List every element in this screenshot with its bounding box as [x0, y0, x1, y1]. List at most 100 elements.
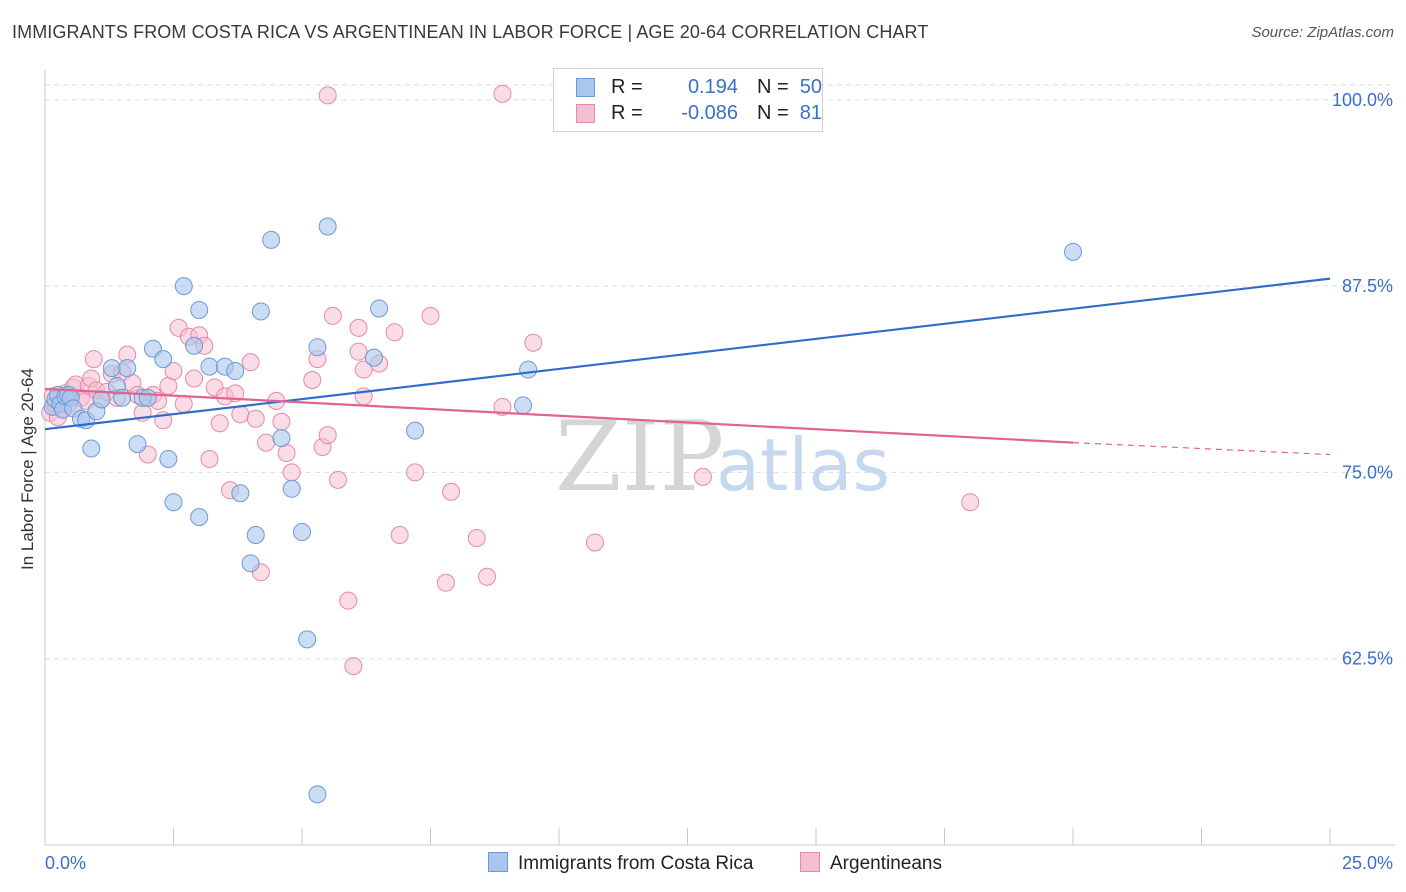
costa-rica-point — [185, 336, 204, 355]
argentineans-point — [84, 350, 103, 369]
costa-rica-point — [308, 785, 327, 804]
legend-r-value: -0.086 — [681, 102, 738, 124]
argentineans-point — [231, 405, 250, 424]
bottom-legend-label: Immigrants from Costa Rica — [518, 853, 754, 874]
argentineans-point — [493, 84, 512, 103]
costa-rica-point — [138, 388, 157, 407]
bottom-legend-label: Argentineans — [830, 853, 942, 874]
costa-rica-point — [293, 523, 311, 542]
x-tick-label: 25.0% — [1342, 853, 1393, 873]
costa-rica-point — [128, 435, 147, 454]
argentineans-point — [585, 533, 604, 552]
costa-rica-point — [370, 299, 389, 318]
watermark-atlas: atlas — [716, 423, 890, 507]
argentineans-point — [328, 470, 347, 489]
costa-rica-point — [154, 350, 173, 369]
argentineans-point — [246, 409, 265, 428]
costa-rica-point — [174, 277, 193, 296]
argentineans-point — [344, 657, 363, 676]
y-tick-label: 87.5% — [1342, 276, 1393, 296]
costa-rica-point — [164, 493, 183, 512]
argentineans-point — [272, 412, 291, 431]
costa-rica-point — [241, 554, 260, 573]
argentineans-point — [257, 433, 276, 452]
costa-rica-point — [118, 359, 137, 378]
costa-rica-point — [514, 396, 533, 415]
watermark: ZIP atlas — [555, 401, 890, 513]
argentineans-point — [478, 567, 497, 586]
legend-r-value: 0.194 — [687, 76, 738, 98]
costa-rica-point — [231, 484, 250, 503]
y-axis-label: In Labor Force | Age 20-64 — [18, 368, 37, 570]
argentineans-point — [442, 482, 461, 501]
argentineans-point — [467, 528, 486, 547]
source-label: Source: ZipAtlas.com — [1251, 24, 1394, 41]
legend-n-value: 50 — [799, 76, 822, 98]
argentineans-point — [303, 371, 322, 389]
costa-rica-point — [318, 217, 337, 236]
legend-r-label: R = — [611, 76, 643, 98]
costa-rica-point — [298, 630, 317, 649]
argentineans-trend-extension — [1072, 441, 1331, 456]
argentineans-point — [200, 449, 219, 468]
bottom-legend-costa-rica: Immigrants from Costa Rica — [488, 852, 753, 875]
costa-rica-point — [262, 230, 281, 249]
tick-labels: 62.5% 75.0% 87.5% 100.0% 0.0% 25.0% — [45, 90, 1393, 873]
argentineans-point — [406, 463, 425, 482]
costa-rica-point — [406, 421, 425, 440]
costa-rica-point — [159, 449, 178, 468]
argentineans-point — [354, 360, 373, 379]
legend-n-value: 81 — [799, 102, 822, 124]
y-tick-label: 75.0% — [1342, 462, 1393, 482]
argentineans-point — [323, 306, 342, 325]
costa-rica-point — [226, 362, 245, 381]
costa-rica-points — [43, 217, 1082, 804]
costa-rica-point — [282, 479, 301, 498]
argentineans-point — [524, 333, 543, 352]
trend-lines — [44, 277, 1331, 456]
argentineans-point — [339, 591, 358, 610]
costa-rica-trend-line — [44, 277, 1331, 431]
costa-rica-point — [308, 338, 327, 357]
argentineans-point — [318, 426, 337, 445]
axes — [44, 70, 1395, 846]
argentineans-point — [390, 526, 409, 544]
argentineans-points — [41, 84, 980, 676]
bottom-legend-swatch-blue — [488, 852, 508, 872]
costa-rica-point — [251, 302, 270, 321]
y-tick-label: 100.0% — [1332, 90, 1393, 110]
costa-rica-point — [272, 429, 291, 448]
argentineans-point — [241, 353, 260, 372]
argentineans-point — [693, 467, 712, 486]
argentineans-point — [436, 573, 455, 592]
grid-lines — [45, 84, 1395, 660]
argentineans-point — [164, 362, 183, 381]
legend-r-label: R = — [611, 102, 643, 124]
argentineans-point — [185, 369, 204, 388]
bottom-legend-argentineans: Argentineans — [800, 852, 942, 875]
argentineans-trend-line — [44, 387, 1074, 444]
y-tick-label: 62.5% — [1342, 649, 1393, 669]
legend-swatch-blue — [576, 78, 595, 97]
costa-rica-point — [190, 300, 209, 319]
costa-rica-point — [364, 348, 383, 367]
costa-rica-point — [82, 439, 101, 458]
costa-rica-point — [1064, 242, 1082, 261]
x-tick-label: 0.0% — [45, 853, 86, 873]
argentineans-point — [385, 323, 404, 342]
argentineans-point — [210, 414, 229, 433]
legend-n-label: N = — [757, 102, 789, 124]
argentineans-point — [349, 318, 368, 337]
costa-rica-point — [92, 390, 111, 409]
costa-rica-point — [246, 526, 265, 544]
legend-n-label: N = — [757, 76, 789, 98]
argentineans-point — [174, 394, 193, 413]
costa-rica-point — [190, 508, 209, 527]
costa-rica-point — [519, 360, 538, 379]
legend-swatch-pink — [576, 104, 595, 123]
argentineans-point — [349, 342, 368, 361]
argentineans-point — [961, 493, 980, 512]
bottom-legend-swatch-pink — [800, 852, 820, 872]
argentineans-point — [318, 86, 337, 105]
